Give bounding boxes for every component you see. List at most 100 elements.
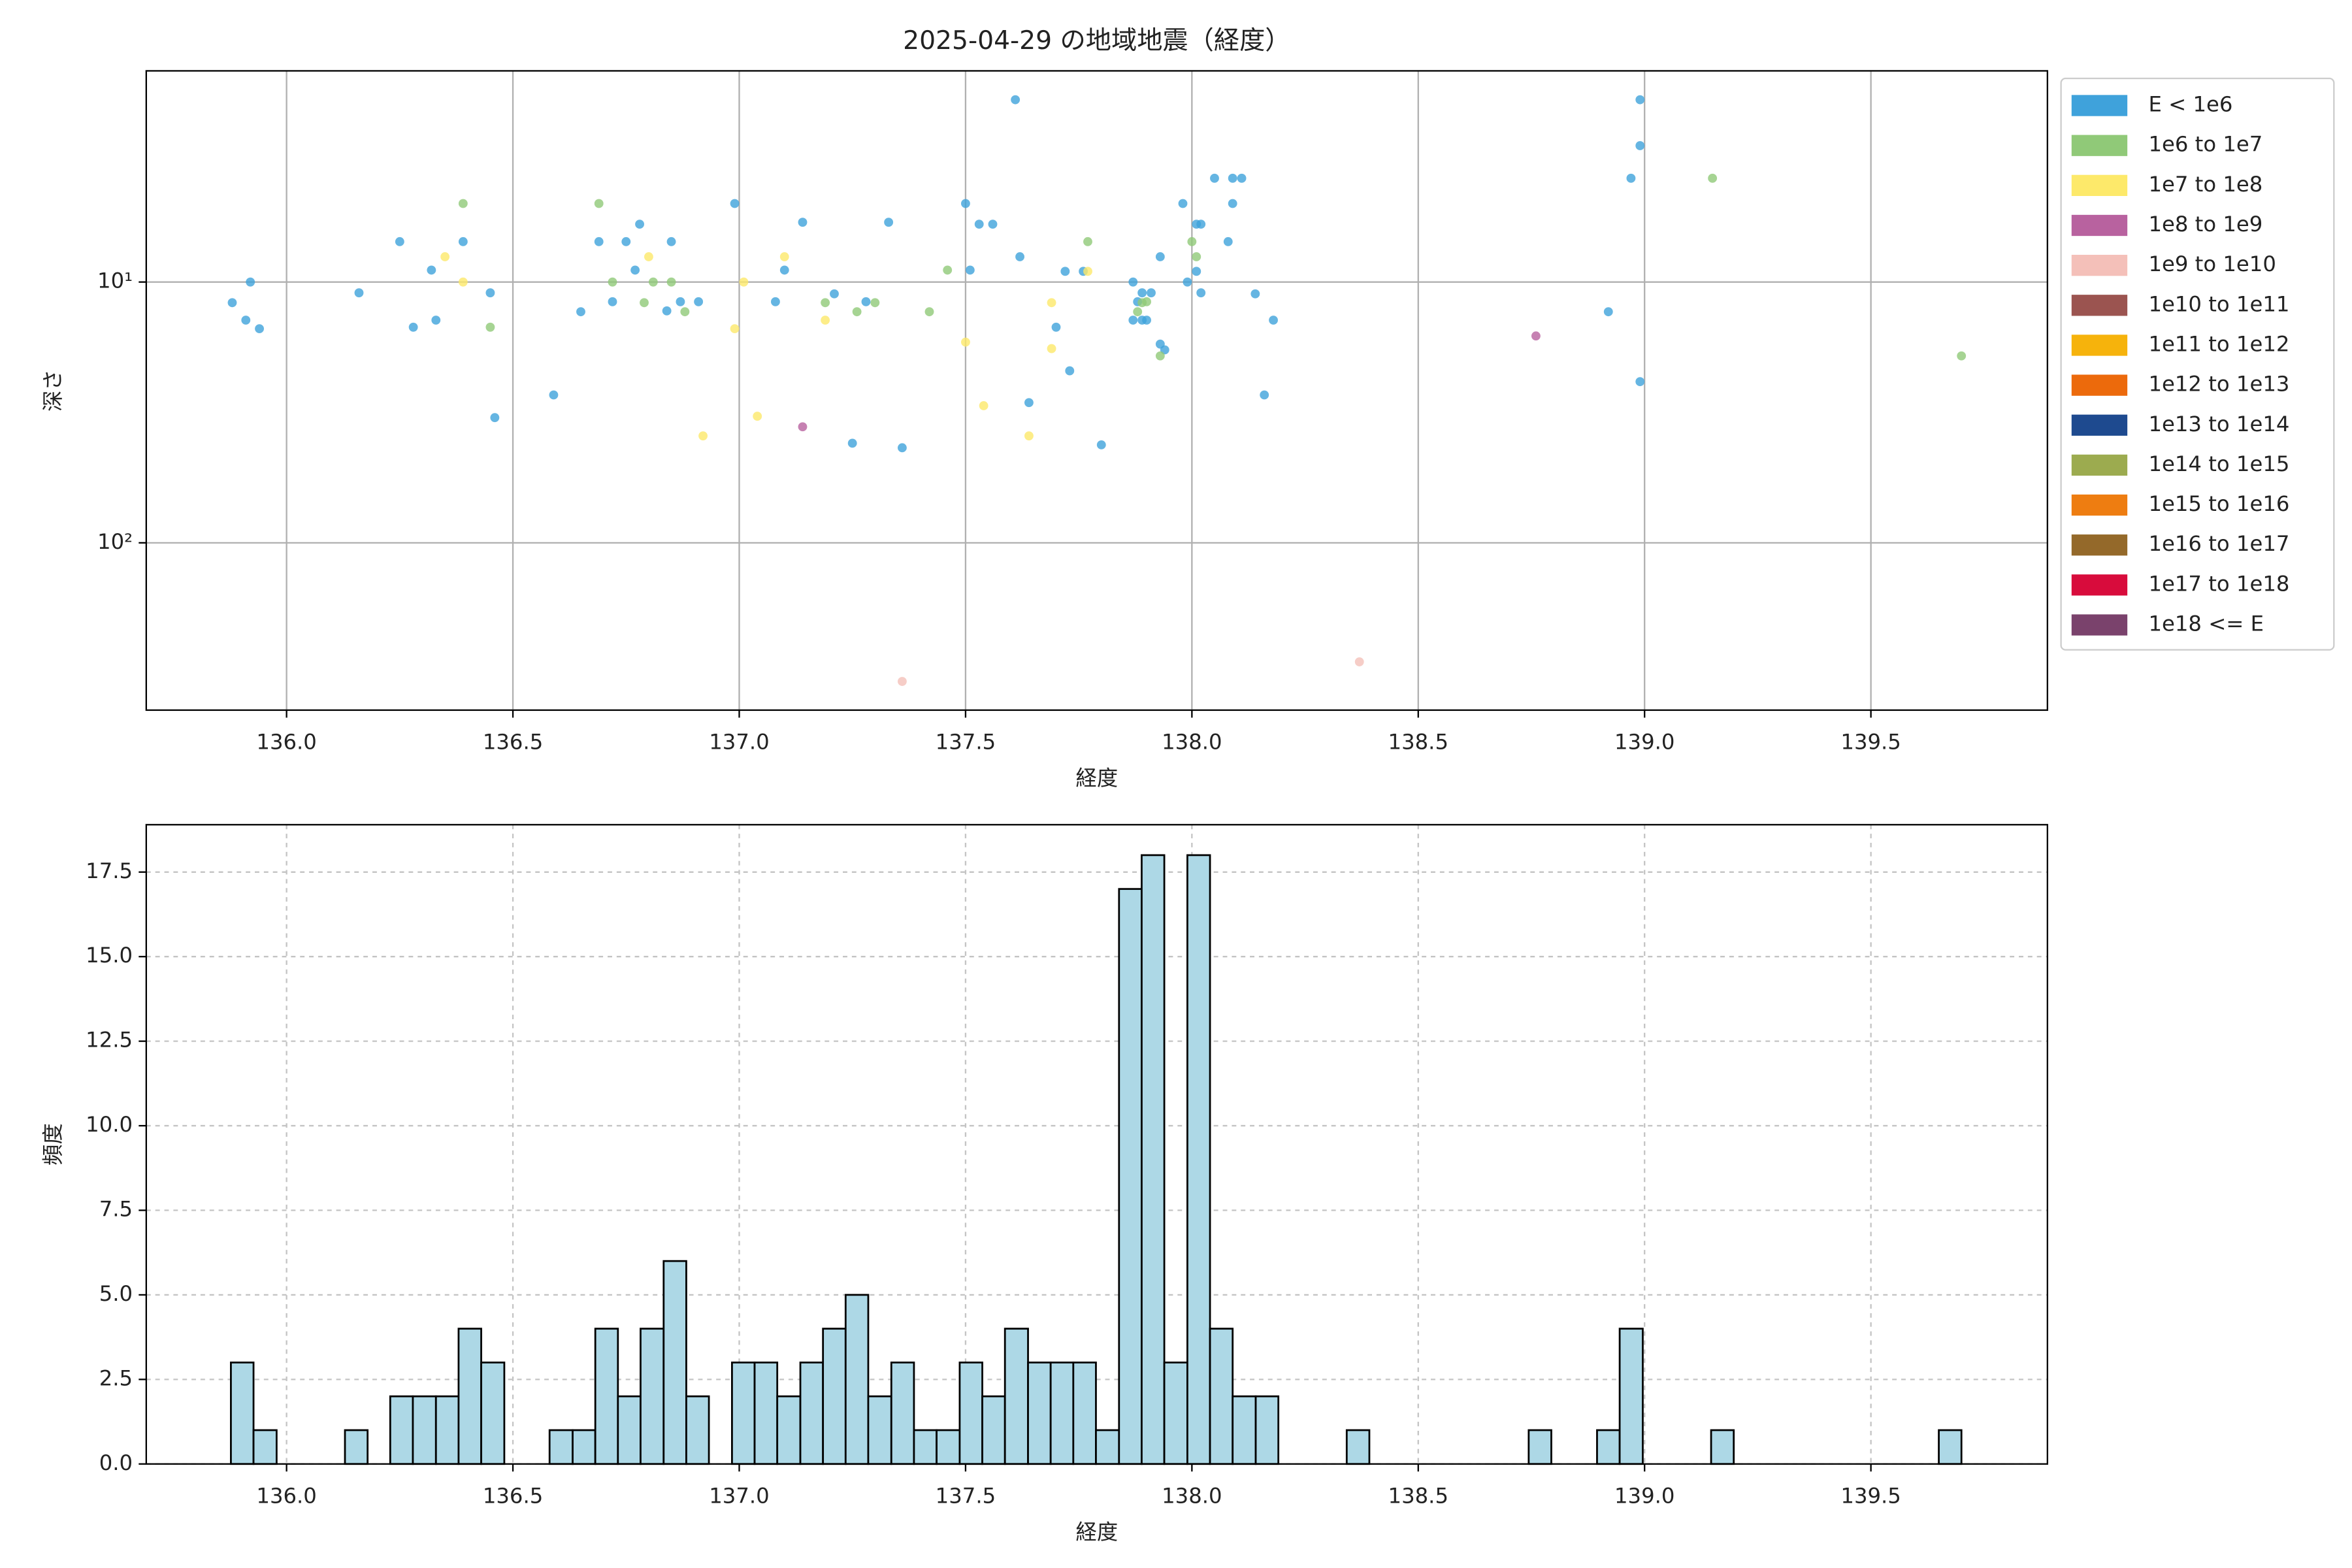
point (779, 252, 789, 261)
point (924, 307, 934, 317)
point (1531, 331, 1541, 341)
legend-swatch (2071, 95, 2128, 116)
bar (480, 1362, 506, 1465)
y-axis-label: 深さ (41, 369, 65, 412)
point (630, 265, 640, 275)
axes-frame (145, 824, 2048, 1465)
x-tick-label: 139.5 (1840, 730, 1901, 755)
point (979, 401, 988, 410)
bar (1345, 1429, 1371, 1465)
axes-frame (145, 70, 2048, 711)
point (1192, 267, 1201, 276)
point (608, 297, 617, 306)
bar (936, 1429, 961, 1465)
point (1183, 277, 1192, 287)
point (1196, 220, 1206, 229)
point (770, 297, 780, 306)
point (227, 298, 237, 308)
legend-label: 1e8 to 1e9 (2148, 212, 2262, 237)
legend-swatch (2071, 574, 2128, 596)
point (1237, 173, 1247, 183)
legend-swatch (2071, 335, 2128, 356)
point (1083, 267, 1092, 276)
point (821, 316, 830, 325)
point (1708, 173, 1718, 183)
bar (252, 1429, 278, 1465)
point (1128, 316, 1138, 325)
point (490, 413, 500, 423)
point (1957, 351, 1967, 361)
legend-label: 1e12 to 1e13 (2148, 372, 2289, 397)
bar (1710, 1429, 1735, 1465)
point (1096, 440, 1106, 449)
point (1065, 366, 1075, 376)
point (821, 298, 830, 308)
point (648, 277, 658, 287)
point (666, 237, 676, 246)
point (621, 237, 631, 246)
y-tick-label: 0.0 (99, 1450, 133, 1475)
point (847, 438, 857, 448)
point (635, 220, 644, 229)
point (246, 277, 255, 287)
bar (753, 1362, 779, 1465)
bar (958, 1362, 983, 1465)
point (676, 297, 685, 306)
point (974, 220, 984, 229)
x-tick-label: 136.0 (256, 1484, 316, 1509)
point (458, 237, 468, 246)
point (431, 316, 441, 325)
legend-swatch (2071, 454, 2128, 476)
point (1635, 141, 1645, 150)
bar (1004, 1328, 1029, 1465)
point (897, 677, 907, 686)
point (241, 316, 251, 325)
y-tick-label: 7.5 (99, 1196, 133, 1221)
x-tick-label: 136.5 (483, 1484, 543, 1509)
point (1128, 277, 1138, 287)
x-axis-label: 経度 (1076, 1520, 1119, 1544)
point (440, 252, 450, 261)
x-tick-label: 136.0 (256, 730, 316, 755)
point (1147, 288, 1156, 298)
point (1024, 431, 1034, 441)
point (897, 443, 907, 453)
point (662, 306, 672, 316)
point (1228, 173, 1237, 183)
legend-swatch (2071, 534, 2128, 556)
point (1015, 252, 1024, 261)
point (395, 237, 404, 246)
point (608, 277, 617, 287)
point (1223, 237, 1233, 246)
x-tick-label: 137.5 (936, 1484, 996, 1509)
y-tick-label: 17.5 (86, 858, 133, 883)
point (1011, 95, 1021, 105)
bar (640, 1328, 665, 1465)
point (1024, 398, 1034, 408)
point (427, 265, 436, 275)
legend-swatch (2071, 214, 2128, 237)
point (1250, 289, 1260, 299)
legend-label: E < 1e6 (2148, 92, 2232, 117)
bar (844, 1294, 870, 1465)
point (861, 297, 871, 306)
point (1060, 267, 1070, 276)
bar (230, 1362, 255, 1465)
legend-swatch (2071, 374, 2128, 396)
y-tick-label: 15.0 (86, 943, 133, 968)
bar (572, 1429, 596, 1465)
bar (548, 1429, 574, 1465)
legend-frame (2060, 77, 2335, 651)
legend-label: 1e6 to 1e7 (2148, 132, 2262, 157)
point (1210, 173, 1219, 183)
bar (344, 1429, 369, 1465)
bar (1186, 854, 1211, 1465)
bar (890, 1362, 915, 1465)
bar (594, 1328, 619, 1465)
point (1635, 95, 1645, 105)
point (1260, 390, 1269, 400)
point (1155, 252, 1165, 261)
point (965, 265, 975, 275)
